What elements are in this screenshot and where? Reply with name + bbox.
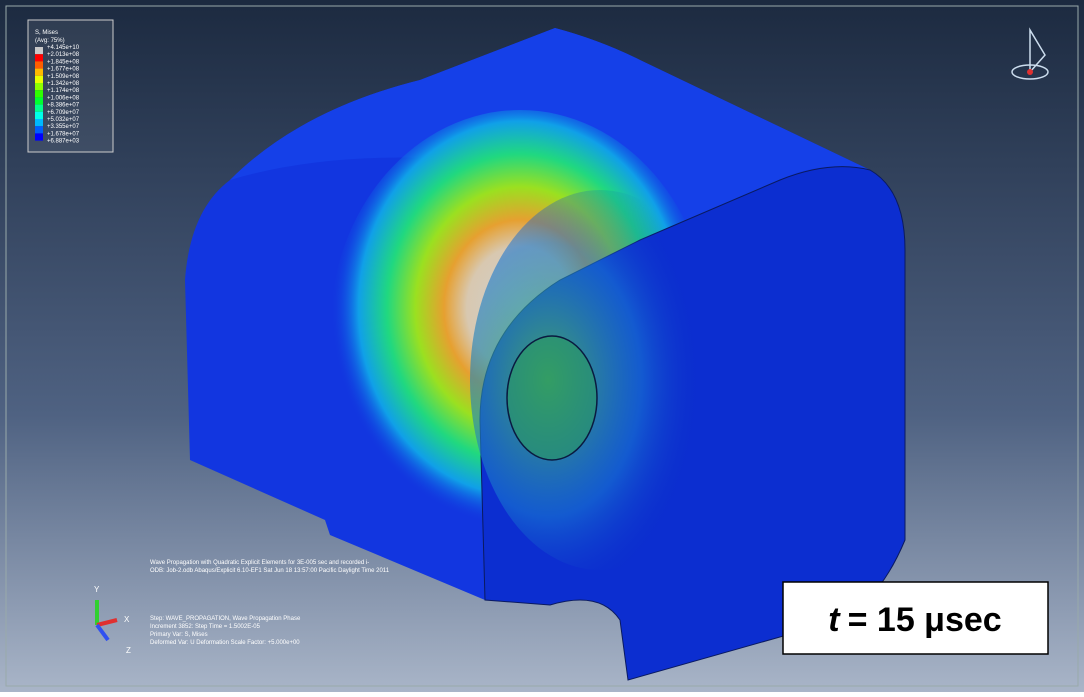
legend-value: +1.006e+08 bbox=[47, 95, 80, 101]
legend: S, Mises (Avg: 75%) +4.145e+10+2.013e+08… bbox=[35, 30, 80, 145]
time-box bbox=[782, 581, 1049, 655]
step-line: Deformed Var: U Deformation Scale Factor… bbox=[150, 640, 300, 646]
step-line: Primary Var: S, Mises bbox=[150, 632, 208, 638]
legend-value: +5.032e+07 bbox=[47, 117, 80, 123]
info-line: ODB: Job-2.odb Abaqus/Explicit 6.10-EF1 … bbox=[150, 568, 390, 574]
legend-swatch bbox=[35, 126, 43, 134]
legend-swatch bbox=[35, 68, 43, 76]
step-line: Increment 3852: Step Time = 1.5002E-05 bbox=[150, 624, 261, 630]
legend-value: +6.887e+03 bbox=[47, 139, 80, 145]
time-var: t bbox=[828, 601, 841, 639]
triad-label: Z bbox=[126, 646, 131, 655]
legend-swatch bbox=[35, 133, 43, 141]
triad-label: Y bbox=[94, 585, 100, 594]
hole bbox=[506, 335, 598, 461]
legend-value: +8.386e+07 bbox=[47, 103, 80, 109]
legend-value: +2.013e+08 bbox=[47, 52, 80, 58]
triad: Y X Z bbox=[94, 585, 131, 655]
view-icon bbox=[1011, 27, 1049, 80]
legend-swatch bbox=[35, 83, 43, 91]
legend-value: +6.709e+07 bbox=[47, 110, 80, 116]
frame bbox=[5, 5, 1079, 687]
legend-swatch bbox=[35, 97, 43, 105]
legend-subtitle: (Avg: 75%) bbox=[35, 38, 65, 44]
step-line: Step: WAVE_PROPAGATION, Wave Propagation… bbox=[150, 616, 301, 622]
legend-swatch bbox=[35, 90, 43, 98]
legend-value: +1.677e+08 bbox=[47, 67, 80, 73]
legend-value: +3.355e+07 bbox=[47, 124, 80, 130]
legend-value: +1.845e+08 bbox=[47, 59, 80, 65]
info-line: Wave Propagation with Quadratic Explicit… bbox=[150, 560, 369, 566]
time-label: t = 15 μsec bbox=[828, 601, 1001, 639]
legend-swatch bbox=[35, 111, 43, 119]
end-face-stress bbox=[470, 190, 730, 570]
legend-value: +1.174e+08 bbox=[47, 88, 80, 94]
legend-title: S, Mises bbox=[35, 30, 58, 36]
legend-value: +1.678e+07 bbox=[47, 131, 80, 137]
legend-swatch bbox=[35, 61, 43, 69]
legend-value: +4.145e+10 bbox=[47, 45, 80, 51]
legend-swatch bbox=[35, 75, 43, 83]
info-text: Wave Propagation with Quadratic Explicit… bbox=[150, 560, 390, 646]
legend-swatch bbox=[35, 119, 43, 127]
time-value: = 15 μsec bbox=[848, 601, 1002, 639]
legend-value: +1.342e+08 bbox=[47, 81, 80, 87]
legend-value: +1.509e+08 bbox=[47, 74, 80, 80]
triad-label: X bbox=[124, 615, 130, 624]
legend-swatch bbox=[35, 47, 43, 55]
legend-swatch bbox=[35, 54, 43, 62]
legend-swatch bbox=[35, 104, 43, 112]
